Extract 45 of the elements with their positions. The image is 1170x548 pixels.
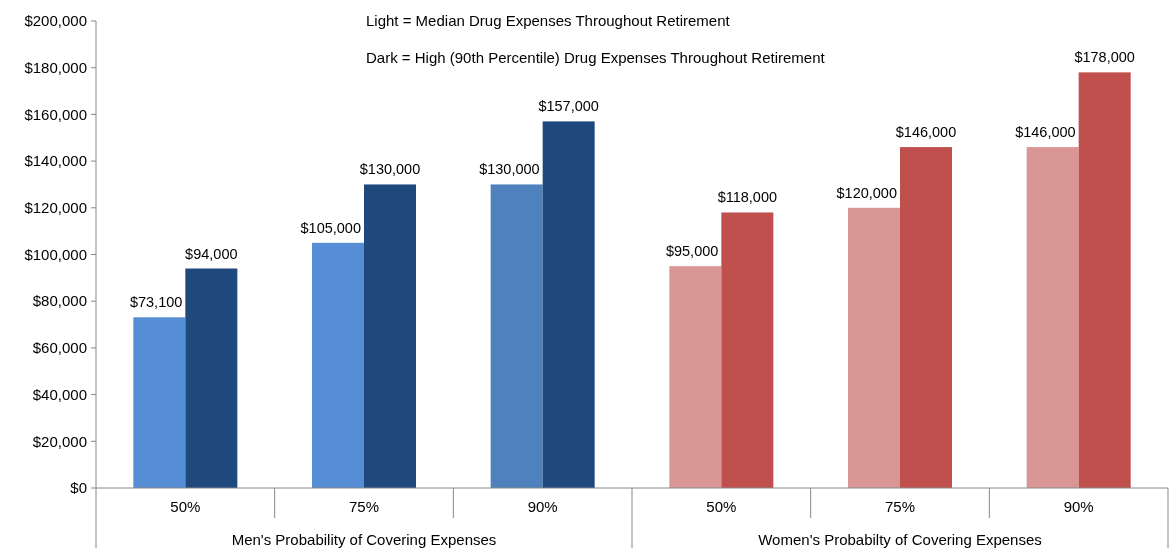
y-tick-label: $20,000 <box>32 432 87 450</box>
bar <box>721 212 774 488</box>
data-label: $94,000 <box>185 245 238 262</box>
x-tick-label: 75% <box>348 498 380 515</box>
annotation: Light = Median Drug Expenses Throughout Retirement <box>366 12 731 29</box>
bar <box>542 121 595 488</box>
bar <box>1026 147 1079 488</box>
x-tick-label: 50% <box>170 498 201 515</box>
x-tick-label: 50% <box>706 498 737 515</box>
bar <box>669 266 722 488</box>
data-label: $105,000 <box>300 219 361 236</box>
y-tick-label: $60,000 <box>32 339 87 357</box>
data-label: $130,000 <box>479 161 540 178</box>
x-tick-label: 90% <box>527 498 558 515</box>
y-tick-label: $40,000 <box>32 385 87 403</box>
data-label: $146,000 <box>1015 124 1076 141</box>
y-tick-label: $180,000 <box>24 58 87 76</box>
bar <box>900 147 952 488</box>
bar <box>312 242 364 488</box>
y-tick-label: $120,000 <box>24 199 87 217</box>
bar <box>185 268 238 488</box>
y-tick-label: $200,000 <box>24 12 87 30</box>
data-label: $73,100 <box>129 294 183 311</box>
data-label: $130,000 <box>359 161 421 178</box>
data-label: $157,000 <box>538 98 599 115</box>
y-tick-label: $0 <box>70 479 87 497</box>
y-tick-label: $140,000 <box>24 152 87 170</box>
bar <box>848 207 900 488</box>
bar <box>490 184 543 488</box>
y-tick-label: $80,000 <box>32 292 87 310</box>
bar <box>364 184 416 488</box>
data-label: $120,000 <box>836 184 897 201</box>
y-tick-label: $160,000 <box>24 105 87 123</box>
data-label: $95,000 <box>665 243 719 260</box>
text: Women's Probabilty of Covering Expenses <box>758 531 1042 548</box>
y-tick-label: $100,000 <box>24 245 87 263</box>
x-tick-label: 90% <box>1063 498 1094 515</box>
text: Men's Probability of Covering Expenses <box>231 531 497 548</box>
annotation: Dark = High (90th Percentile) Drug Expenses Throughout Retirement <box>366 49 826 66</box>
bar <box>1078 72 1131 488</box>
data-label: $178,000 <box>1074 49 1135 66</box>
data-label: $118,000 <box>717 189 778 206</box>
data-label: $146,000 <box>895 124 957 141</box>
x-tick-label: 75% <box>884 498 916 515</box>
bar <box>133 317 186 488</box>
